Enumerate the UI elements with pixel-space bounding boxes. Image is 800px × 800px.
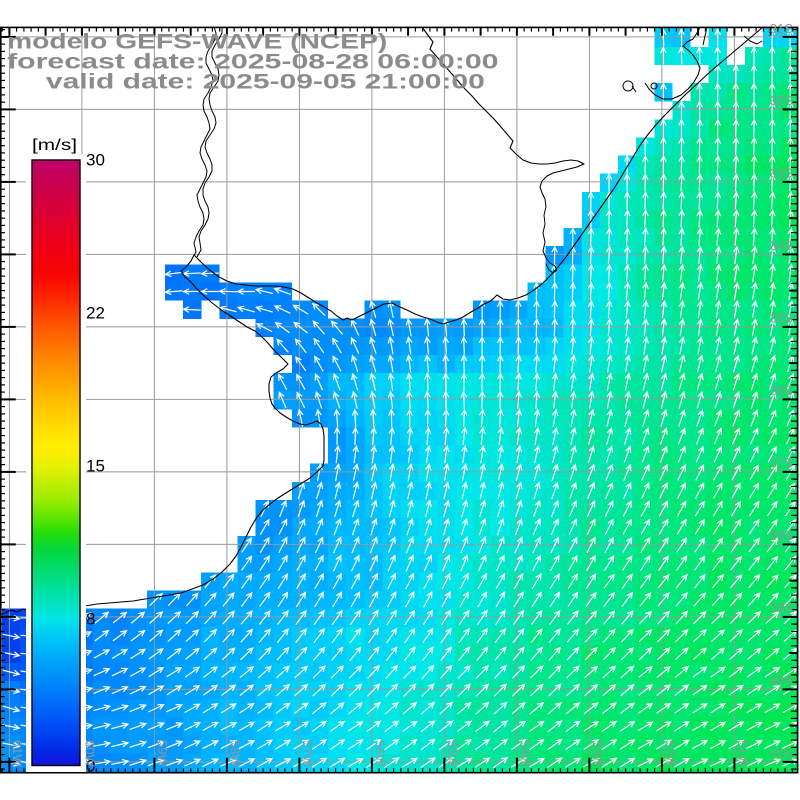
svg-text:41S: 41S xyxy=(770,745,793,760)
svg-text:22: 22 xyxy=(86,304,105,323)
svg-text:39S: 39S xyxy=(770,600,793,615)
svg-text:valid date: 2025-09-05 21:00:0: valid date: 2025-09-05 21:00:00 xyxy=(46,71,485,94)
svg-text:modelo GEFS-WAVE (NCEP): modelo GEFS-WAVE (NCEP) xyxy=(7,30,387,54)
svg-text:34S: 34S xyxy=(770,238,793,253)
svg-text:37S: 37S xyxy=(770,455,793,470)
svg-text:57W: 57W xyxy=(300,740,315,767)
svg-text:0: 0 xyxy=(86,757,95,776)
svg-text:38S: 38S xyxy=(770,528,793,543)
svg-text:15: 15 xyxy=(86,457,105,476)
svg-text:53W: 53W xyxy=(590,740,605,767)
svg-text:30: 30 xyxy=(86,151,105,170)
svg-text:36S: 36S xyxy=(770,383,793,398)
svg-text:33S: 33S xyxy=(770,165,793,180)
svg-text:61W: 61W xyxy=(10,740,25,767)
svg-text:55W: 55W xyxy=(445,740,460,767)
svg-text:51W: 51W xyxy=(735,740,750,767)
svg-text:58W: 58W xyxy=(228,740,243,767)
svg-text:59W: 59W xyxy=(155,740,170,767)
svg-text:60W: 60W xyxy=(83,740,98,767)
svg-text:8: 8 xyxy=(86,610,95,629)
svg-text:35S: 35S xyxy=(770,310,793,325)
svg-text:54W: 54W xyxy=(518,740,533,767)
svg-text:52W: 52W xyxy=(663,740,678,767)
svg-text:forecast date: 2025-08-28 06:0: forecast date: 2025-08-28 06:00:00 xyxy=(7,49,498,73)
svg-text:31S: 31S xyxy=(770,21,793,36)
svg-text:56W: 56W xyxy=(373,740,388,767)
svg-text:32S: 32S xyxy=(770,93,793,108)
svg-text:[m/s]: [m/s] xyxy=(32,135,77,153)
svg-text:40S: 40S xyxy=(770,673,793,688)
